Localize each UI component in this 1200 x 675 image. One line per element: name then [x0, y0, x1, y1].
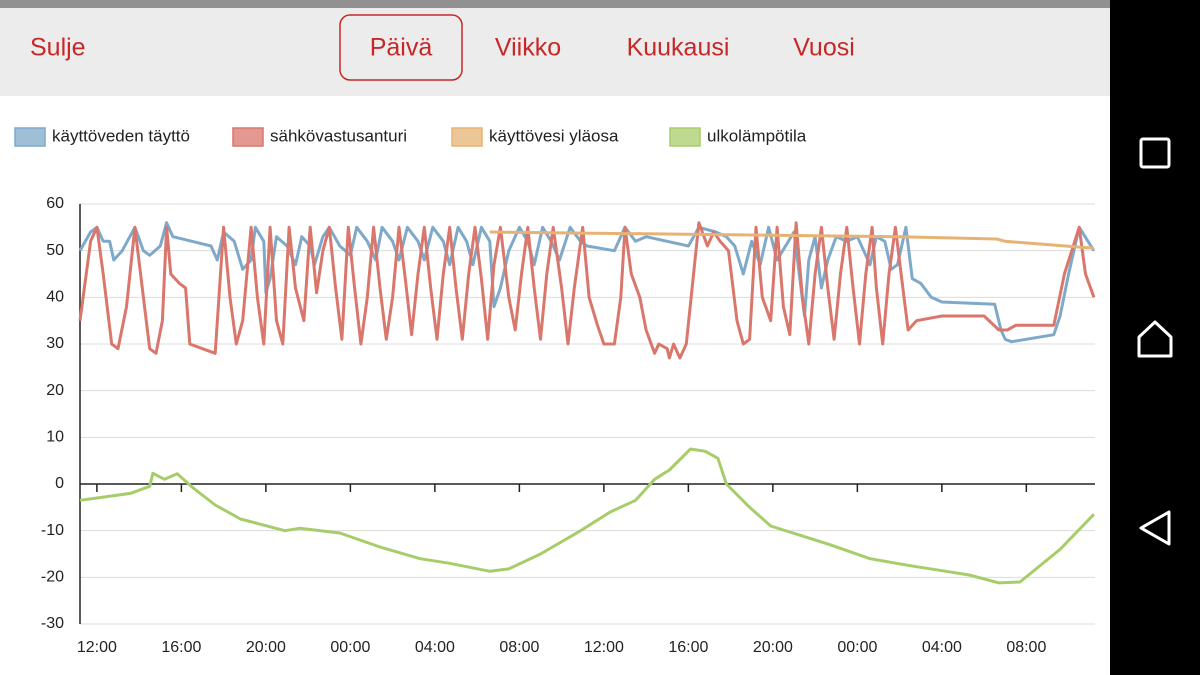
tab[interactable]: Kuukausi	[627, 34, 730, 62]
legend-label: käyttövesi yläosa	[489, 126, 619, 145]
x-tick-label: 16:00	[161, 639, 201, 656]
x-tick-label: 08:00	[1006, 639, 1046, 656]
legend-swatch	[232, 127, 264, 147]
chart: käyttöveden täyttö sähkövastusanturi käytt…	[14, 126, 1096, 656]
tab[interactable]: Vuosi	[793, 34, 855, 62]
x-tick-label: 08:00	[499, 639, 539, 656]
y-tick-label: 40	[46, 289, 64, 306]
status-strip	[0, 0, 1110, 8]
tab[interactable]: Päivä	[370, 34, 433, 62]
back-button[interactable]	[1139, 510, 1171, 546]
x-tick-label: 20:00	[753, 639, 793, 656]
active-tab-box	[339, 14, 463, 81]
x-tick-label: 16:00	[668, 639, 708, 656]
y-tick-label: -10	[41, 522, 64, 539]
recents-button[interactable]	[1139, 137, 1171, 169]
toolbar	[0, 0, 1110, 96]
x-tick-label: 00:00	[330, 639, 370, 656]
legend-swatch	[451, 127, 483, 147]
series-line	[489, 230, 1095, 250]
legend-label: sähkövastusanturi	[270, 126, 407, 145]
home-button[interactable]	[1137, 320, 1173, 358]
y-tick-label: 20	[46, 382, 64, 399]
y-tick-label: 0	[55, 475, 64, 492]
x-tick-label: 04:00	[922, 639, 962, 656]
series-line	[78, 221, 1096, 360]
legend-swatch	[669, 127, 701, 147]
series-line	[79, 447, 1095, 585]
legend-swatch	[14, 127, 46, 147]
y-tick-label: 10	[46, 429, 64, 446]
legend-label: käyttöveden täyttö	[52, 126, 190, 145]
x-tick-label: 00:00	[837, 639, 877, 656]
y-tick-label: -20	[41, 569, 64, 586]
y-tick-label: 60	[46, 195, 64, 212]
tab[interactable]: Viikko	[495, 34, 561, 62]
x-tick-label: 12:00	[584, 639, 624, 656]
x-tick-label: 04:00	[415, 639, 455, 656]
nav-bar	[1110, 0, 1200, 675]
tabs: Päivä Viikko Kuukausi Vuosi	[339, 14, 855, 81]
close-button[interactable]: Sulje	[30, 34, 86, 62]
legend-label: ulkolämpötila	[707, 126, 807, 145]
x-tick-label: 20:00	[246, 639, 286, 656]
y-tick-label: 50	[46, 242, 64, 259]
y-tick-label: 30	[46, 335, 64, 352]
x-tick-label: 12:00	[77, 639, 117, 656]
y-tick-label: -30	[41, 615, 64, 632]
